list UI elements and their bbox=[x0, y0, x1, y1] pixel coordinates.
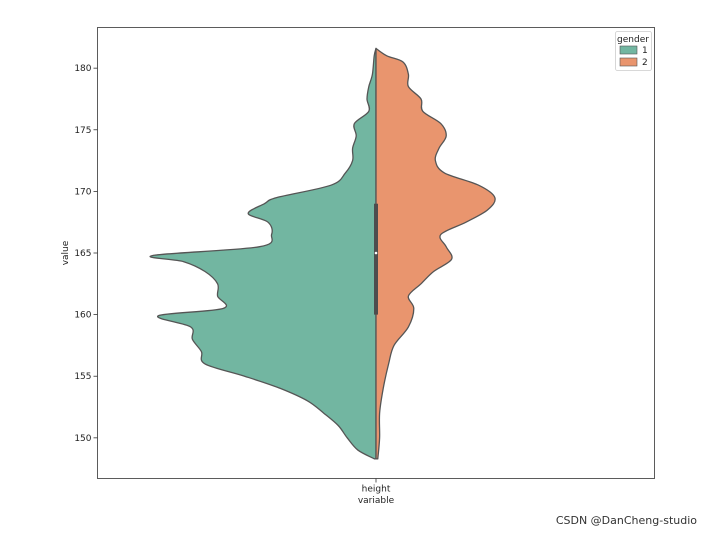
x-tick-label: height bbox=[362, 485, 391, 495]
y-tick-label: 165 bbox=[74, 249, 91, 259]
violin-half-gender-2 bbox=[375, 47, 496, 460]
y-axis-label: value bbox=[61, 240, 71, 265]
legend: gender 1 2 bbox=[615, 31, 652, 71]
legend-label-2: 2 bbox=[642, 58, 648, 68]
legend-swatch-1 bbox=[619, 45, 638, 55]
x-axis-label: variable bbox=[358, 496, 395, 506]
iqr-box bbox=[374, 203, 378, 315]
x-axis: height bbox=[362, 478, 391, 495]
y-tick-label: 180 bbox=[74, 64, 91, 74]
legend-swatch-2 bbox=[619, 57, 638, 67]
violin-half-gender-1 bbox=[149, 47, 377, 460]
y-axis: 150 155 160 165 170 175 180 bbox=[74, 64, 98, 444]
y-tick-label: 155 bbox=[74, 372, 91, 382]
watermark: CSDN @DanCheng-studio bbox=[555, 514, 697, 527]
median-marker bbox=[374, 251, 378, 255]
legend-title: gender bbox=[617, 35, 649, 45]
y-tick-label: 150 bbox=[74, 434, 91, 444]
y-tick-label: 160 bbox=[74, 311, 91, 321]
y-tick-label: 170 bbox=[74, 187, 91, 197]
plot-area bbox=[149, 47, 496, 460]
y-tick-label: 175 bbox=[74, 126, 91, 136]
legend-label-1: 1 bbox=[642, 46, 648, 56]
